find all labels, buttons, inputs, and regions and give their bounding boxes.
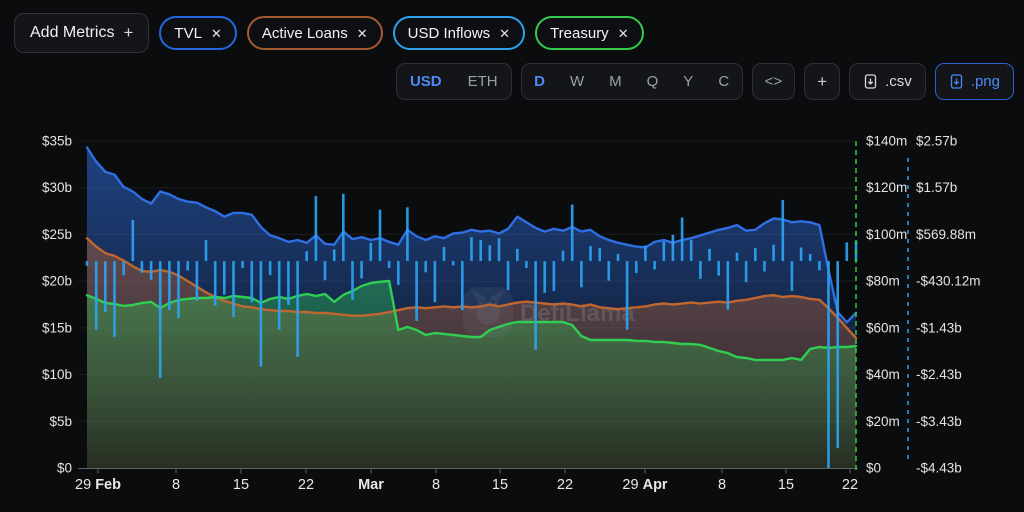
png-label: .png <box>970 73 1000 90</box>
svg-text:$30b: $30b <box>42 180 72 195</box>
chip-label: TVL <box>174 24 202 42</box>
plus-icon: + <box>123 23 134 42</box>
svg-text:$569.88m: $569.88m <box>916 227 976 242</box>
metric-chip-usd-inflows[interactable]: USD Inflows ✕ <box>392 16 526 50</box>
usd-inflows-bars <box>85 193 858 468</box>
svg-text:22: 22 <box>842 477 858 493</box>
svg-text:8: 8 <box>172 477 180 493</box>
svg-text:-$1.43b: -$1.43b <box>916 320 962 335</box>
csv-label: .csv <box>885 73 912 90</box>
right-axis-1-labels: $140m $120m $100m $80m $60m $40m $20m $0 <box>866 134 907 476</box>
period-quarterly[interactable]: Q <box>646 73 659 90</box>
svg-text:15: 15 <box>233 477 249 493</box>
period-selector: D W M Q Y C <box>520 63 743 100</box>
svg-text:-$430.12m: -$430.12m <box>916 274 981 289</box>
chip-label: Active Loans <box>261 24 348 42</box>
svg-text:$100m: $100m <box>866 227 907 242</box>
svg-text:$0: $0 <box>57 461 72 476</box>
chip-label: Treasury <box>550 24 609 42</box>
chip-label: USD Inflows <box>407 24 491 42</box>
svg-text:15: 15 <box>492 477 508 493</box>
svg-text:Mar: Mar <box>358 477 384 493</box>
currency-usd-option[interactable]: USD <box>409 73 442 90</box>
close-icon[interactable]: ✕ <box>617 25 629 41</box>
svg-text:$10b: $10b <box>42 367 72 382</box>
svg-text:$20m: $20m <box>866 414 900 429</box>
period-daily[interactable]: D <box>534 73 545 90</box>
add-chart-button[interactable]: + <box>804 63 841 100</box>
csv-export-button[interactable]: .csv <box>849 63 926 100</box>
right-axis-2-labels: $2.57b $1.57b $569.88m -$430.12m -$1.43b -$2.… <box>916 134 981 476</box>
currency-toggle: USD ETH <box>395 63 512 100</box>
period-yearly[interactable]: Y <box>683 73 694 90</box>
svg-text:-$2.43b: -$2.43b <box>916 367 962 382</box>
svg-text:8: 8 <box>718 477 726 493</box>
close-icon[interactable]: ✕ <box>499 25 511 41</box>
svg-text:$25b: $25b <box>42 227 72 242</box>
svg-text:$5b: $5b <box>49 414 72 429</box>
add-metrics-label: Add Metrics <box>30 24 115 41</box>
svg-text:29 Feb: 29 Feb <box>75 477 121 493</box>
png-export-button[interactable]: .png <box>934 63 1014 100</box>
tvl-line <box>85 146 858 324</box>
svg-text:$1.57b: $1.57b <box>916 180 957 195</box>
svg-text:$2.57b: $2.57b <box>916 134 957 149</box>
currency-eth-option[interactable]: ETH <box>467 73 498 90</box>
svg-text:$120m: $120m <box>866 180 907 195</box>
embed-button[interactable]: <> <box>751 63 796 100</box>
svg-text:$35b: $35b <box>42 134 72 149</box>
metric-chip-treasury[interactable]: Treasury ✕ <box>535 16 644 50</box>
add-metrics-button[interactable]: Add Metrics + <box>14 13 150 53</box>
embed-icon: <> <box>764 73 783 90</box>
svg-text:22: 22 <box>557 477 573 493</box>
svg-text:-$4.43b: -$4.43b <box>916 461 962 476</box>
svg-text:-$3.43b: -$3.43b <box>916 414 962 429</box>
period-weekly[interactable]: W <box>569 73 585 90</box>
metric-chip-active-loans[interactable]: Active Loans ✕ <box>246 16 383 50</box>
svg-text:$0: $0 <box>866 461 881 476</box>
close-icon[interactable]: ✕ <box>210 25 222 41</box>
chart-toolbar: USD ETH D W M Q Y C <> + .csv <box>395 63 1014 100</box>
svg-text:29 Apr: 29 Apr <box>622 477 668 493</box>
period-cumulative[interactable]: C <box>718 73 730 90</box>
svg-text:15: 15 <box>778 477 794 493</box>
svg-text:$80m: $80m <box>866 274 900 289</box>
svg-text:$60m: $60m <box>866 320 900 335</box>
metric-chip-tvl[interactable]: TVL ✕ <box>159 16 237 50</box>
svg-text:$20b: $20b <box>42 274 72 289</box>
svg-text:$140m: $140m <box>866 134 907 149</box>
download-file-icon <box>950 74 962 89</box>
metrics-bar: Add Metrics + TVL ✕ Active Loans ✕ USD I… <box>14 13 644 53</box>
svg-text:8: 8 <box>432 477 440 493</box>
period-monthly[interactable]: M <box>609 73 622 90</box>
svg-text:$15b: $15b <box>42 320 72 335</box>
left-axis-labels: $35b $30b $25b $20b $15b $10b $5b $0 <box>42 134 72 476</box>
plus-icon: + <box>817 71 828 91</box>
svg-text:$40m: $40m <box>866 367 900 382</box>
svg-text:22: 22 <box>298 477 314 493</box>
x-axis: 29 Feb 8 15 22 Mar 8 15 22 29 Apr 8 15 22 <box>75 468 858 493</box>
close-icon[interactable]: ✕ <box>356 25 368 41</box>
download-file-icon <box>864 74 877 89</box>
